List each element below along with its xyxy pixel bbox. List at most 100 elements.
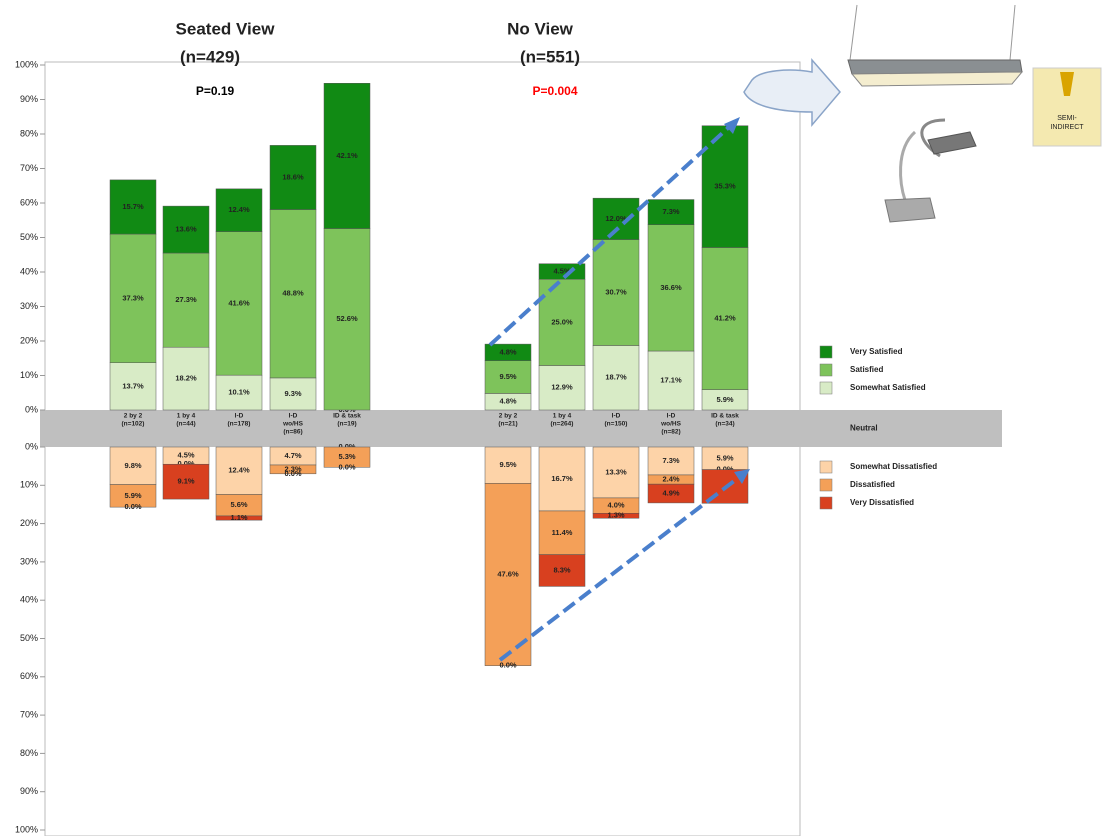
data-label: 41.2% bbox=[714, 314, 736, 323]
category-label: 1 by 4 bbox=[553, 413, 572, 420]
y-tick-label: 30% bbox=[20, 301, 38, 311]
data-label: 12.4% bbox=[228, 205, 250, 214]
data-label: 5.3% bbox=[338, 452, 355, 461]
lamp-illustration bbox=[848, 5, 1101, 222]
category-label: (n=264) bbox=[551, 421, 574, 428]
category-label: (n=102) bbox=[122, 421, 145, 428]
category-label: (n=178) bbox=[228, 421, 251, 428]
p-value: P=0.004 bbox=[532, 84, 577, 98]
legend-swatch bbox=[820, 364, 832, 376]
data-label: 9.8% bbox=[124, 461, 141, 470]
category-label: (n=82) bbox=[661, 429, 680, 436]
y-tick-label: 100% bbox=[15, 59, 38, 69]
y-tick-label: 90% bbox=[20, 94, 38, 104]
legend-swatch bbox=[820, 497, 832, 509]
data-label: 7.3% bbox=[662, 207, 679, 216]
data-label: 12.4% bbox=[228, 466, 250, 475]
data-label: 25.0% bbox=[551, 317, 573, 326]
image-label: SEMI- bbox=[1057, 115, 1077, 122]
data-label: 37.3% bbox=[122, 293, 144, 302]
legend-label: Dissatisfied bbox=[850, 480, 895, 489]
data-label: 13.3% bbox=[605, 467, 627, 476]
data-label: 4.0% bbox=[607, 501, 624, 510]
p-value: P=0.19 bbox=[196, 84, 235, 98]
data-label: 4.9% bbox=[662, 489, 679, 498]
category-label: I-D bbox=[612, 413, 621, 420]
data-label: 0.0% bbox=[284, 469, 301, 478]
y-tick-label: 20% bbox=[20, 335, 38, 345]
legend-swatch bbox=[820, 479, 832, 491]
y2-tick-label: 90% bbox=[20, 786, 38, 796]
category-label: I-D bbox=[667, 413, 676, 420]
data-label: 0.0% bbox=[499, 661, 516, 670]
data-label: 4.8% bbox=[499, 397, 516, 406]
y2-tick-label: 60% bbox=[20, 671, 38, 681]
group-title: Seated View bbox=[176, 19, 276, 38]
data-label: 41.6% bbox=[228, 298, 250, 307]
data-label: 12.9% bbox=[551, 383, 573, 392]
data-label: 17.1% bbox=[660, 375, 682, 384]
chart: Neutral0%10%20%30%40%50%60%70%80%90%100%… bbox=[0, 0, 1107, 836]
category-label: (n=21) bbox=[498, 421, 517, 428]
category-label: 1 by 4 bbox=[177, 413, 196, 420]
group-title: No View bbox=[507, 19, 574, 38]
data-label: 2.4% bbox=[662, 475, 679, 484]
data-label: 52.6% bbox=[336, 314, 358, 323]
category-label: (n=19) bbox=[337, 421, 356, 428]
legend-label: Very Satisfied bbox=[850, 347, 903, 356]
data-label: 5.9% bbox=[124, 491, 141, 500]
data-label: 13.7% bbox=[122, 381, 144, 390]
y-tick-label: 40% bbox=[20, 266, 38, 276]
data-label: 4.8% bbox=[499, 347, 516, 356]
group-subtitle: (n=551) bbox=[520, 47, 580, 66]
y2-tick-label: 100% bbox=[15, 824, 38, 834]
data-label: 9.3% bbox=[284, 389, 301, 398]
neutral-label: Neutral bbox=[850, 424, 878, 433]
data-label: 9.5% bbox=[499, 460, 516, 469]
category-label: wo/HS bbox=[660, 421, 682, 428]
legend-label: Very Dissatisfied bbox=[850, 498, 914, 507]
image-label: INDIRECT bbox=[1050, 124, 1084, 131]
data-label: 5.9% bbox=[716, 395, 733, 404]
data-label: 35.3% bbox=[714, 182, 736, 191]
data-label: 15.7% bbox=[122, 202, 144, 211]
legend-label: Satisfied bbox=[850, 365, 883, 374]
data-label: 27.3% bbox=[175, 295, 197, 304]
y2-tick-label: 0% bbox=[25, 441, 38, 451]
data-label: 5.6% bbox=[230, 500, 247, 509]
data-label: 18.7% bbox=[605, 373, 627, 382]
data-label: 9.5% bbox=[499, 372, 516, 381]
data-label: 16.7% bbox=[551, 474, 573, 483]
category-label: 2 by 2 bbox=[124, 413, 143, 420]
data-label: 1.1% bbox=[230, 513, 247, 522]
data-label: 47.6% bbox=[497, 570, 519, 579]
category-label: I-D bbox=[235, 413, 244, 420]
category-label: (n=34) bbox=[715, 421, 734, 428]
data-label: 1.3% bbox=[607, 511, 624, 520]
data-label: 4.7% bbox=[284, 451, 301, 460]
group-subtitle: (n=429) bbox=[180, 47, 240, 66]
data-label: 36.6% bbox=[660, 283, 682, 292]
legend-label: Somewhat Satisfied bbox=[850, 383, 926, 392]
y-tick-label: 80% bbox=[20, 128, 38, 138]
y2-tick-label: 10% bbox=[20, 480, 38, 490]
data-label: 11.4% bbox=[552, 528, 573, 537]
category-label: wo/HS bbox=[282, 421, 304, 428]
category-label: (n=44) bbox=[176, 421, 195, 428]
y2-tick-label: 80% bbox=[20, 748, 38, 758]
data-label: 10.1% bbox=[228, 388, 250, 397]
category-label: (n=150) bbox=[605, 421, 628, 428]
data-label: 18.6% bbox=[282, 172, 304, 181]
data-label: 8.3% bbox=[553, 566, 570, 575]
category-label: ID & task bbox=[711, 413, 739, 420]
category-label: (n=86) bbox=[283, 429, 302, 436]
category-label: 2 by 2 bbox=[499, 413, 518, 420]
data-label: 9.1% bbox=[177, 477, 194, 486]
legend-swatch bbox=[820, 382, 832, 394]
y-tick-label: 50% bbox=[20, 232, 38, 242]
y-tick-label: 60% bbox=[20, 197, 38, 207]
data-label: 48.8% bbox=[282, 289, 304, 298]
category-label: I-D bbox=[289, 413, 298, 420]
y-tick-label: 0% bbox=[25, 404, 38, 414]
legend-label: Somewhat Dissatisfied bbox=[850, 462, 937, 471]
